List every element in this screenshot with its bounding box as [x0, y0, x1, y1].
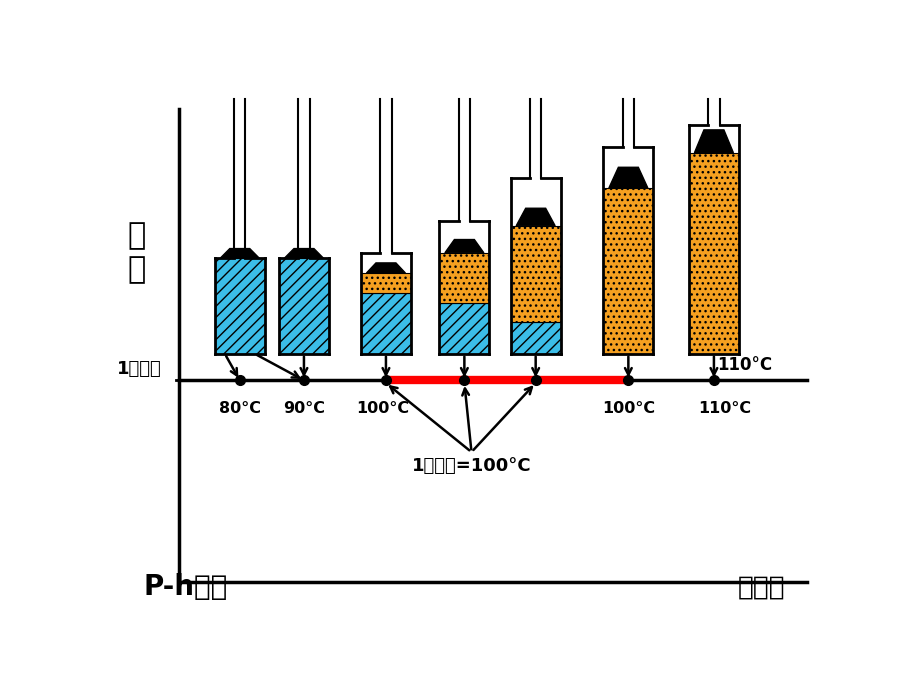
Text: 1个气压: 1个气压 — [117, 359, 161, 377]
Bar — [439, 253, 489, 304]
Text: P-h线图: P-h线图 — [143, 573, 228, 601]
Text: 110°C: 110°C — [698, 400, 750, 415]
Text: 110°C: 110°C — [717, 356, 772, 374]
Bar — [278, 258, 329, 354]
Text: 100°C: 100°C — [356, 400, 408, 415]
Bar — [215, 258, 265, 354]
Bar — [510, 322, 560, 354]
Polygon shape — [366, 263, 405, 273]
Polygon shape — [694, 130, 732, 152]
Polygon shape — [284, 248, 323, 258]
Bar — [360, 293, 411, 354]
Text: 100°C: 100°C — [601, 400, 654, 415]
Text: 90°C: 90°C — [283, 400, 324, 415]
Polygon shape — [445, 239, 483, 253]
Bar — [603, 188, 652, 354]
Bar — [439, 304, 489, 354]
Bar — [510, 226, 560, 322]
Text: 1个气压=100°C: 1个气压=100°C — [411, 457, 531, 475]
Polygon shape — [220, 248, 259, 258]
Polygon shape — [608, 167, 647, 188]
Text: 压
力: 压 力 — [127, 221, 145, 284]
Polygon shape — [516, 208, 554, 226]
Bar — [688, 152, 738, 354]
Text: 加热量: 加热量 — [737, 575, 784, 601]
Text: 80°C: 80°C — [219, 400, 260, 415]
Bar — [360, 273, 411, 293]
